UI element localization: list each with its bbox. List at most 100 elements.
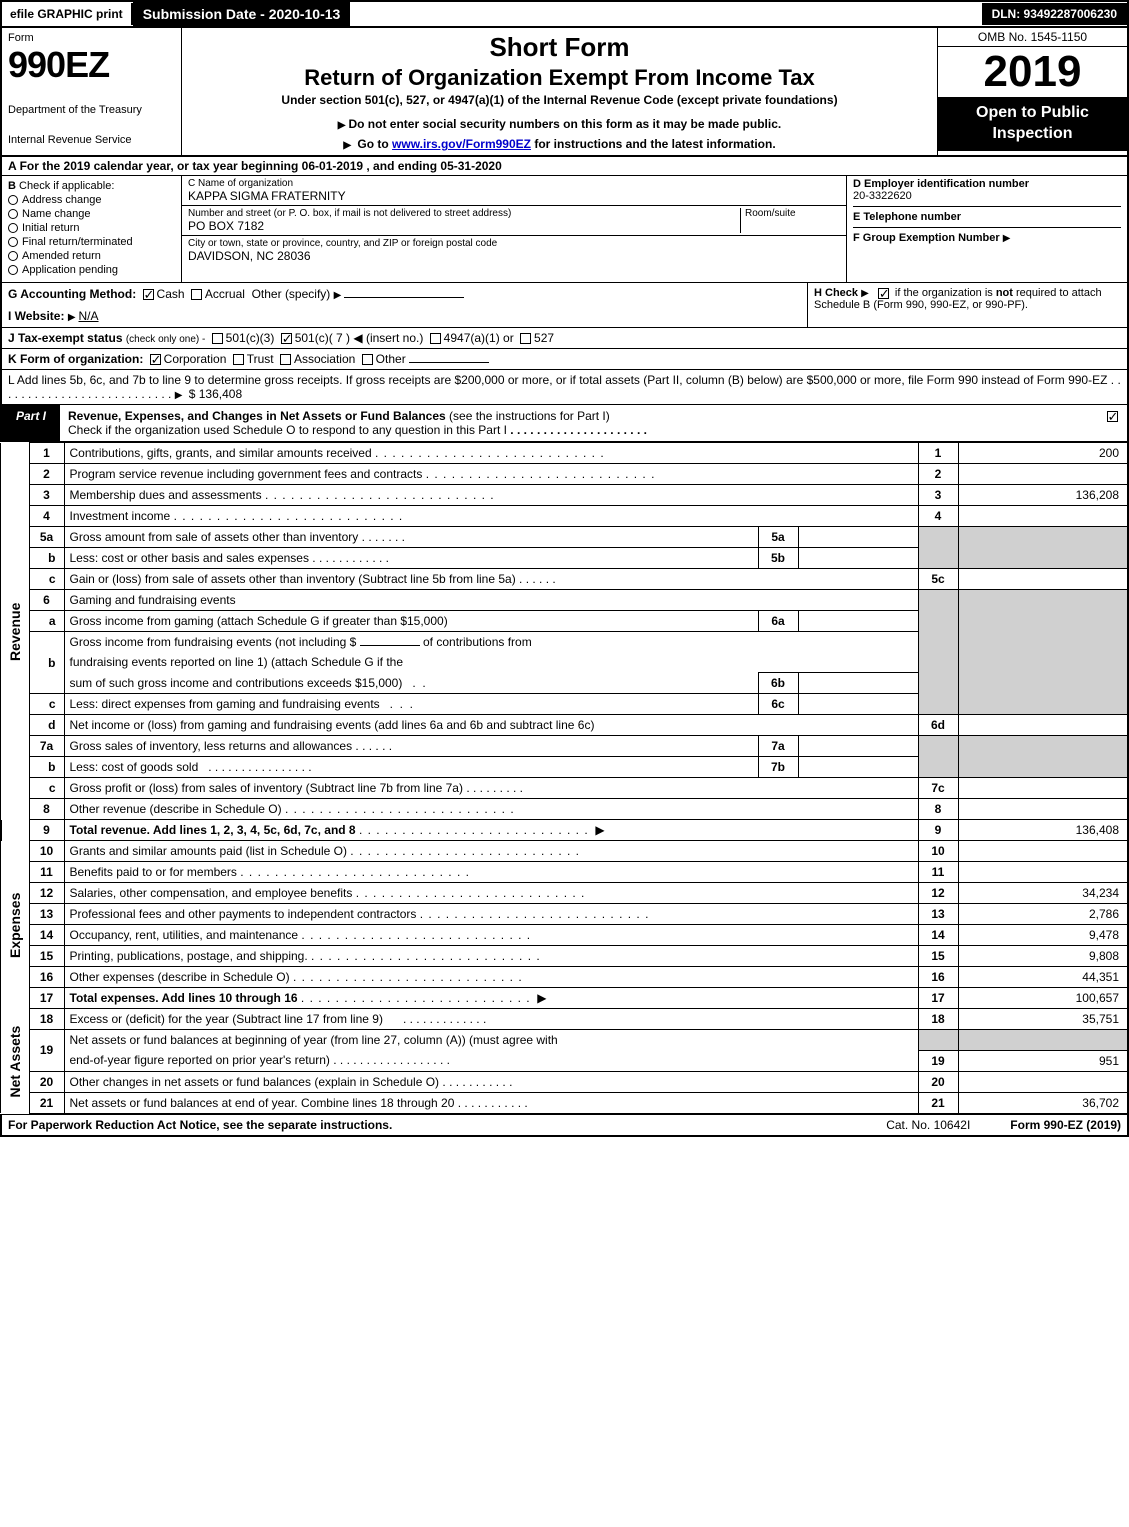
ln9-desc: Total revenue. Add lines 1, 2, 3, 4, 5c,… xyxy=(70,823,356,837)
ln13-r: 13 xyxy=(918,904,958,925)
ln8-desc: Other revenue (describe in Schedule O) xyxy=(70,802,282,816)
ln5a-sn: 5a xyxy=(758,527,798,548)
j-o4: 527 xyxy=(534,331,554,345)
ln19-num: 19 xyxy=(29,1030,64,1072)
form-ref: Form 990-EZ (2019) xyxy=(1010,1118,1121,1132)
ln1-r: 1 xyxy=(918,443,958,464)
ln8-num: 8 xyxy=(29,799,64,820)
ln19-v: 951 xyxy=(958,1050,1128,1071)
ln15-v: 9,808 xyxy=(958,946,1128,967)
ln7c-desc: Gross profit or (loss) from sales of inv… xyxy=(70,781,463,795)
cb-name-change[interactable] xyxy=(8,209,18,219)
ln6b-d1: Gross income from fundraising events (no… xyxy=(70,635,357,649)
k-trust: Trust xyxy=(247,352,274,366)
ln7b-desc: Less: cost of goods sold xyxy=(70,760,199,774)
ln7a-sn: 7a xyxy=(758,736,798,757)
g-lbl: G Accounting Method: xyxy=(8,287,136,301)
cb-cash[interactable] xyxy=(143,289,154,300)
cb-527[interactable] xyxy=(520,333,531,344)
cb-corp[interactable] xyxy=(150,354,161,365)
ln5b-sn: 5b xyxy=(758,548,798,569)
ln9-v: 136,408 xyxy=(958,820,1128,841)
under-section: Under section 501(c), 527, or 4947(a)(1)… xyxy=(190,93,929,107)
cb-501c[interactable] xyxy=(281,333,292,344)
g-cash: Cash xyxy=(157,287,185,301)
part1-sub: Check if the organization used Schedule … xyxy=(68,423,507,437)
ln13-desc: Professional fees and other payments to … xyxy=(70,907,417,921)
ln20-v xyxy=(958,1071,1128,1092)
row-l: L Add lines 5b, 6c, and 7b to line 9 to … xyxy=(0,370,1129,405)
ln12-desc: Salaries, other compensation, and employ… xyxy=(70,886,353,900)
cb-h[interactable] xyxy=(878,288,889,299)
section-b: B Check if applicable: Address change Na… xyxy=(2,176,182,282)
ln11-desc: Benefits paid to or for members xyxy=(70,865,237,879)
part1-inst: (see the instructions for Part I) xyxy=(449,409,610,423)
group-lbl: F Group Exemption Number xyxy=(853,232,1000,244)
ein-value: 20-3322620 xyxy=(853,190,912,202)
row-j: J Tax-exempt status (check only one) - 5… xyxy=(0,328,1129,349)
ln21-r: 21 xyxy=(918,1092,958,1113)
ln7b-num: b xyxy=(29,757,64,778)
cb-app-pending[interactable] xyxy=(8,265,18,275)
cb-accrual[interactable] xyxy=(191,289,202,300)
goto-pre: Go to xyxy=(357,137,392,151)
irs-label: Internal Revenue Service xyxy=(8,134,175,146)
ln4-desc: Investment income xyxy=(70,509,171,523)
h-txt1: if the organization is xyxy=(895,287,996,299)
cb-amended[interactable] xyxy=(8,251,18,261)
irs-link[interactable]: www.irs.gov/Form990EZ xyxy=(392,137,531,151)
g-accrual: Accrual xyxy=(205,287,245,301)
b-item-1: Name change xyxy=(22,208,91,220)
omb-number: OMB No. 1545-1150 xyxy=(938,28,1127,47)
part1-title: Revenue, Expenses, and Changes in Net As… xyxy=(60,405,1097,441)
short-form-title: Short Form xyxy=(190,32,929,63)
j-o3: 4947(a)(1) or xyxy=(444,331,514,345)
ln19-r: 19 xyxy=(918,1050,958,1071)
section-h: H Check if the organization is not requi… xyxy=(807,283,1127,327)
cb-initial-return[interactable] xyxy=(8,223,18,233)
c-name-lbl: C Name of organization xyxy=(188,178,840,189)
calendar-year-row: A For the 2019 calendar year, or tax yea… xyxy=(0,157,1129,176)
ln6d-r: 6d xyxy=(918,715,958,736)
ln21-v: 36,702 xyxy=(958,1092,1128,1113)
ln9-r: 9 xyxy=(918,820,958,841)
ln3-v: 136,208 xyxy=(958,485,1128,506)
ln14-desc: Occupancy, rent, utilities, and maintena… xyxy=(70,928,299,942)
header-right: OMB No. 1545-1150 2019 Open to Public In… xyxy=(937,28,1127,155)
ln6c-sn: 6c xyxy=(758,694,798,715)
cb-other[interactable] xyxy=(362,354,373,365)
ln9-num: 9 xyxy=(29,820,64,841)
ln8-r: 8 xyxy=(918,799,958,820)
dln: DLN: 93492287006230 xyxy=(982,3,1127,25)
efile-print-label[interactable]: efile GRAPHIC print xyxy=(2,3,133,25)
cb-address-change[interactable] xyxy=(8,195,18,205)
cat-no: Cat. No. 10642I xyxy=(886,1118,970,1132)
cb-4947[interactable] xyxy=(430,333,441,344)
ln6d-desc: Net income or (loss) from gaming and fun… xyxy=(64,715,918,736)
cb-trust[interactable] xyxy=(233,354,244,365)
side-expenses: Expenses xyxy=(1,841,29,1009)
dept-treasury: Department of the Treasury xyxy=(8,104,175,116)
ln6a-desc: Gross income from gaming (attach Schedul… xyxy=(70,614,448,628)
cb-part1-scho[interactable] xyxy=(1107,411,1118,422)
ln5c-r: 5c xyxy=(918,569,958,590)
ln7c-num: c xyxy=(29,778,64,799)
ln5c-desc: Gain or (loss) from sale of assets other… xyxy=(70,572,516,586)
cb-assoc[interactable] xyxy=(280,354,291,365)
j-o1: 501(c)(3) xyxy=(226,331,275,345)
ln4-r: 4 xyxy=(918,506,958,527)
ln17-desc: Total expenses. Add lines 10 through 16 xyxy=(70,991,298,1005)
ln3-r: 3 xyxy=(918,485,958,506)
open-inspection: Open to Public Inspection xyxy=(938,97,1127,151)
cb-501c3[interactable] xyxy=(212,333,223,344)
section-d: D Employer identification number 20-3322… xyxy=(847,176,1127,282)
form-number: 990EZ xyxy=(8,44,175,86)
tax-year: 2019 xyxy=(938,47,1127,97)
ln18-num: 18 xyxy=(29,1009,64,1030)
ln5b-desc: Less: cost or other basis and sales expe… xyxy=(70,551,309,565)
ln14-r: 14 xyxy=(918,925,958,946)
ln4-num: 4 xyxy=(29,506,64,527)
goto-note: Go to www.irs.gov/Form990EZ for instruct… xyxy=(190,137,929,151)
ln7c-v xyxy=(958,778,1128,799)
cb-final-return[interactable] xyxy=(8,237,18,247)
